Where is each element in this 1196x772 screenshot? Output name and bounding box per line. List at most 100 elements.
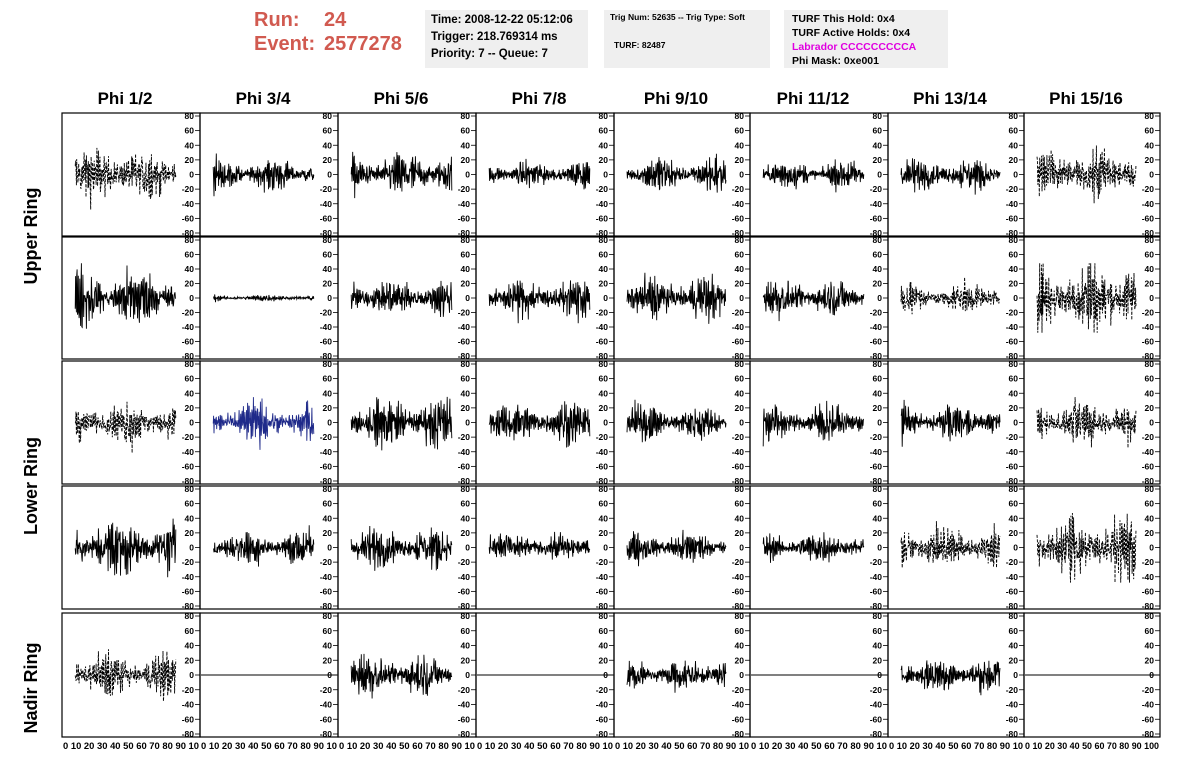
y-tick-label: -80 bbox=[1006, 601, 1019, 611]
y-tick-label: 0 bbox=[1013, 293, 1018, 303]
y-tick-label: 20 bbox=[461, 528, 471, 538]
y-tick-label: -40 bbox=[870, 572, 883, 582]
waveform-trace bbox=[74, 263, 177, 329]
y-tick-label: -20 bbox=[732, 557, 745, 567]
y-tick-label: 40 bbox=[735, 140, 745, 150]
y-tick-label: 40 bbox=[735, 264, 745, 274]
y-tick-label: 60 bbox=[735, 626, 745, 636]
y-tick-label: 0 bbox=[465, 293, 470, 303]
y-tick-label: 40 bbox=[323, 140, 333, 150]
y-tick-label: 80 bbox=[1145, 235, 1155, 245]
waveform-trace bbox=[900, 660, 1001, 696]
y-tick-label: -60 bbox=[320, 337, 333, 347]
y-tick-label: 80 bbox=[873, 484, 883, 494]
waveform-trace bbox=[1036, 145, 1137, 204]
y-tick-label: 80 bbox=[1145, 359, 1155, 369]
y-tick-label: -80 bbox=[182, 351, 195, 361]
y-tick-label: 0 bbox=[739, 670, 744, 680]
waveform-trace bbox=[350, 653, 453, 699]
y-tick-label: 80 bbox=[873, 111, 883, 121]
y-tick-label: -40 bbox=[182, 447, 195, 457]
y-tick-label: 20 bbox=[873, 279, 883, 289]
y-tick-label: -80 bbox=[596, 351, 609, 361]
y-tick-label: 0 bbox=[189, 170, 194, 180]
y-tick-label: -60 bbox=[182, 337, 195, 347]
y-tick-label: -40 bbox=[870, 447, 883, 457]
y-tick-label: 40 bbox=[1009, 641, 1019, 651]
y-tick-label: 80 bbox=[323, 359, 333, 369]
column-header: Phi 5/6 bbox=[374, 89, 429, 108]
y-tick-label: -40 bbox=[1142, 572, 1155, 582]
y-tick-label: -20 bbox=[458, 184, 471, 194]
y-tick-label: -20 bbox=[320, 685, 333, 695]
y-tick-label: 20 bbox=[323, 403, 333, 413]
y-tick-label: -60 bbox=[1006, 213, 1019, 223]
y-tick-label: 40 bbox=[1009, 513, 1019, 523]
y-tick-label: 60 bbox=[1009, 250, 1019, 260]
y-tick-label: 20 bbox=[1145, 155, 1155, 165]
y-tick-label: -60 bbox=[1142, 586, 1155, 596]
turf-active-holds-text: TURF Active Holds: 0x4 bbox=[792, 27, 911, 39]
y-tick-label: 60 bbox=[185, 374, 195, 384]
y-tick-label: 60 bbox=[1145, 250, 1155, 260]
y-tick-label: -40 bbox=[182, 572, 195, 582]
y-tick-label: 80 bbox=[1145, 611, 1155, 621]
y-tick-label: 40 bbox=[1009, 264, 1019, 274]
y-tick-label: 40 bbox=[1145, 641, 1155, 651]
y-tick-label: 80 bbox=[185, 111, 195, 121]
y-tick-label: -20 bbox=[458, 557, 471, 567]
y-tick-label: 80 bbox=[1009, 611, 1019, 621]
y-tick-label: 40 bbox=[1145, 388, 1155, 398]
y-tick-label: -40 bbox=[870, 322, 883, 332]
y-tick-label: 80 bbox=[735, 611, 745, 621]
y-tick-label: 0 bbox=[603, 170, 608, 180]
y-tick-label: -20 bbox=[870, 557, 883, 567]
y-tick-label: -40 bbox=[458, 199, 471, 209]
y-tick-label: 80 bbox=[1145, 484, 1155, 494]
y-tick-label: -20 bbox=[732, 184, 745, 194]
y-tick-label: 20 bbox=[1009, 403, 1019, 413]
y-tick-label: 60 bbox=[599, 250, 609, 260]
y-tick-label: -40 bbox=[182, 700, 195, 710]
y-tick-label: -80 bbox=[1006, 228, 1019, 238]
y-tick-label: -20 bbox=[458, 685, 471, 695]
y-tick-label: -20 bbox=[732, 308, 745, 318]
y-tick-label: 40 bbox=[323, 388, 333, 398]
y-tick-label: -20 bbox=[458, 308, 471, 318]
y-tick-label: -80 bbox=[596, 729, 609, 739]
y-tick-label: -80 bbox=[870, 351, 883, 361]
y-tick-label: -20 bbox=[596, 432, 609, 442]
row-label: Upper Ring bbox=[21, 188, 41, 285]
waveform-trace bbox=[626, 529, 727, 567]
y-tick-label: 40 bbox=[185, 641, 195, 651]
y-tick-label: 0 bbox=[189, 293, 194, 303]
y-tick-label: -60 bbox=[870, 714, 883, 724]
y-tick-label: 60 bbox=[873, 126, 883, 136]
event-value: 2577278 bbox=[324, 33, 402, 55]
y-tick-label: 40 bbox=[735, 641, 745, 651]
y-tick-label: -60 bbox=[870, 586, 883, 596]
y-tick-label: -20 bbox=[320, 184, 333, 194]
y-tick-label: 60 bbox=[1009, 374, 1019, 384]
y-tick-label: -20 bbox=[1006, 184, 1019, 194]
y-tick-label: -80 bbox=[458, 729, 471, 739]
y-tick-label: 80 bbox=[735, 484, 745, 494]
y-tick-label: -40 bbox=[320, 447, 333, 457]
waveform-trace bbox=[762, 159, 865, 193]
y-tick-label: 60 bbox=[1009, 626, 1019, 636]
row-label: Nadir Ring bbox=[21, 642, 41, 733]
y-tick-label: 60 bbox=[873, 374, 883, 384]
y-tick-label: 40 bbox=[185, 513, 195, 523]
column-header: Phi 3/4 bbox=[236, 89, 291, 108]
y-tick-label: -20 bbox=[458, 432, 471, 442]
y-tick-label: 20 bbox=[873, 528, 883, 538]
y-tick-label: -60 bbox=[1142, 337, 1155, 347]
y-tick-label: 0 bbox=[465, 170, 470, 180]
y-tick-label: -80 bbox=[870, 476, 883, 486]
phi-mask-text: Phi Mask: 0xe001 bbox=[792, 55, 879, 67]
y-tick-label: 60 bbox=[873, 499, 883, 509]
y-tick-label: 60 bbox=[323, 374, 333, 384]
trigger-info-panel: Trig Num: 52635 -- Trig Type: Soft TURF:… bbox=[604, 10, 770, 68]
y-tick-label: -60 bbox=[458, 337, 471, 347]
y-tick-label: -80 bbox=[182, 601, 195, 611]
